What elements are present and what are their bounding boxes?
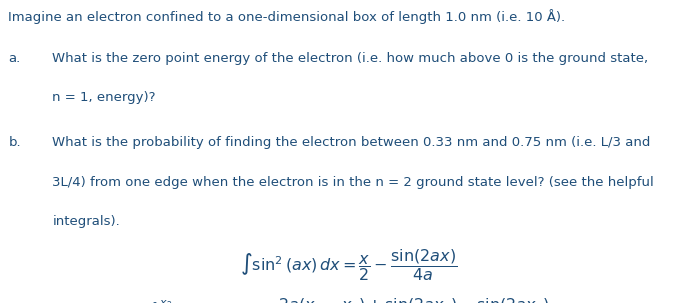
Text: What is the zero point energy of the electron (i.e. how much above 0 is the grou: What is the zero point energy of the ele… bbox=[52, 52, 648, 65]
Text: $\int_{x_1}^{x_2} \sin^2(ax)\,dx = \dfrac{2a(x_2 - x_1) + \sin(2ax_1) - \sin(2ax: $\int_{x_1}^{x_2} \sin^2(ax)\,dx = \dfra… bbox=[146, 297, 551, 303]
Text: 3L/4) from one edge when the electron is in the n = 2 ground state level? (see t: 3L/4) from one edge when the electron is… bbox=[52, 176, 654, 189]
Text: b.: b. bbox=[8, 136, 21, 149]
Text: integrals).: integrals). bbox=[52, 215, 120, 228]
Text: a.: a. bbox=[8, 52, 21, 65]
Text: $\int \sin^2(ax)\,dx = \dfrac{x}{2} - \dfrac{\sin(2ax)}{4a}$: $\int \sin^2(ax)\,dx = \dfrac{x}{2} - \d… bbox=[240, 247, 457, 283]
Text: What is the probability of finding the electron between 0.33 nm and 0.75 nm (i.e: What is the probability of finding the e… bbox=[52, 136, 651, 149]
Text: n = 1, energy)?: n = 1, energy)? bbox=[52, 91, 155, 104]
Text: Imagine an electron confined to a one-dimensional box of length 1.0 nm (i.e. 10 : Imagine an electron confined to a one-di… bbox=[8, 9, 565, 24]
